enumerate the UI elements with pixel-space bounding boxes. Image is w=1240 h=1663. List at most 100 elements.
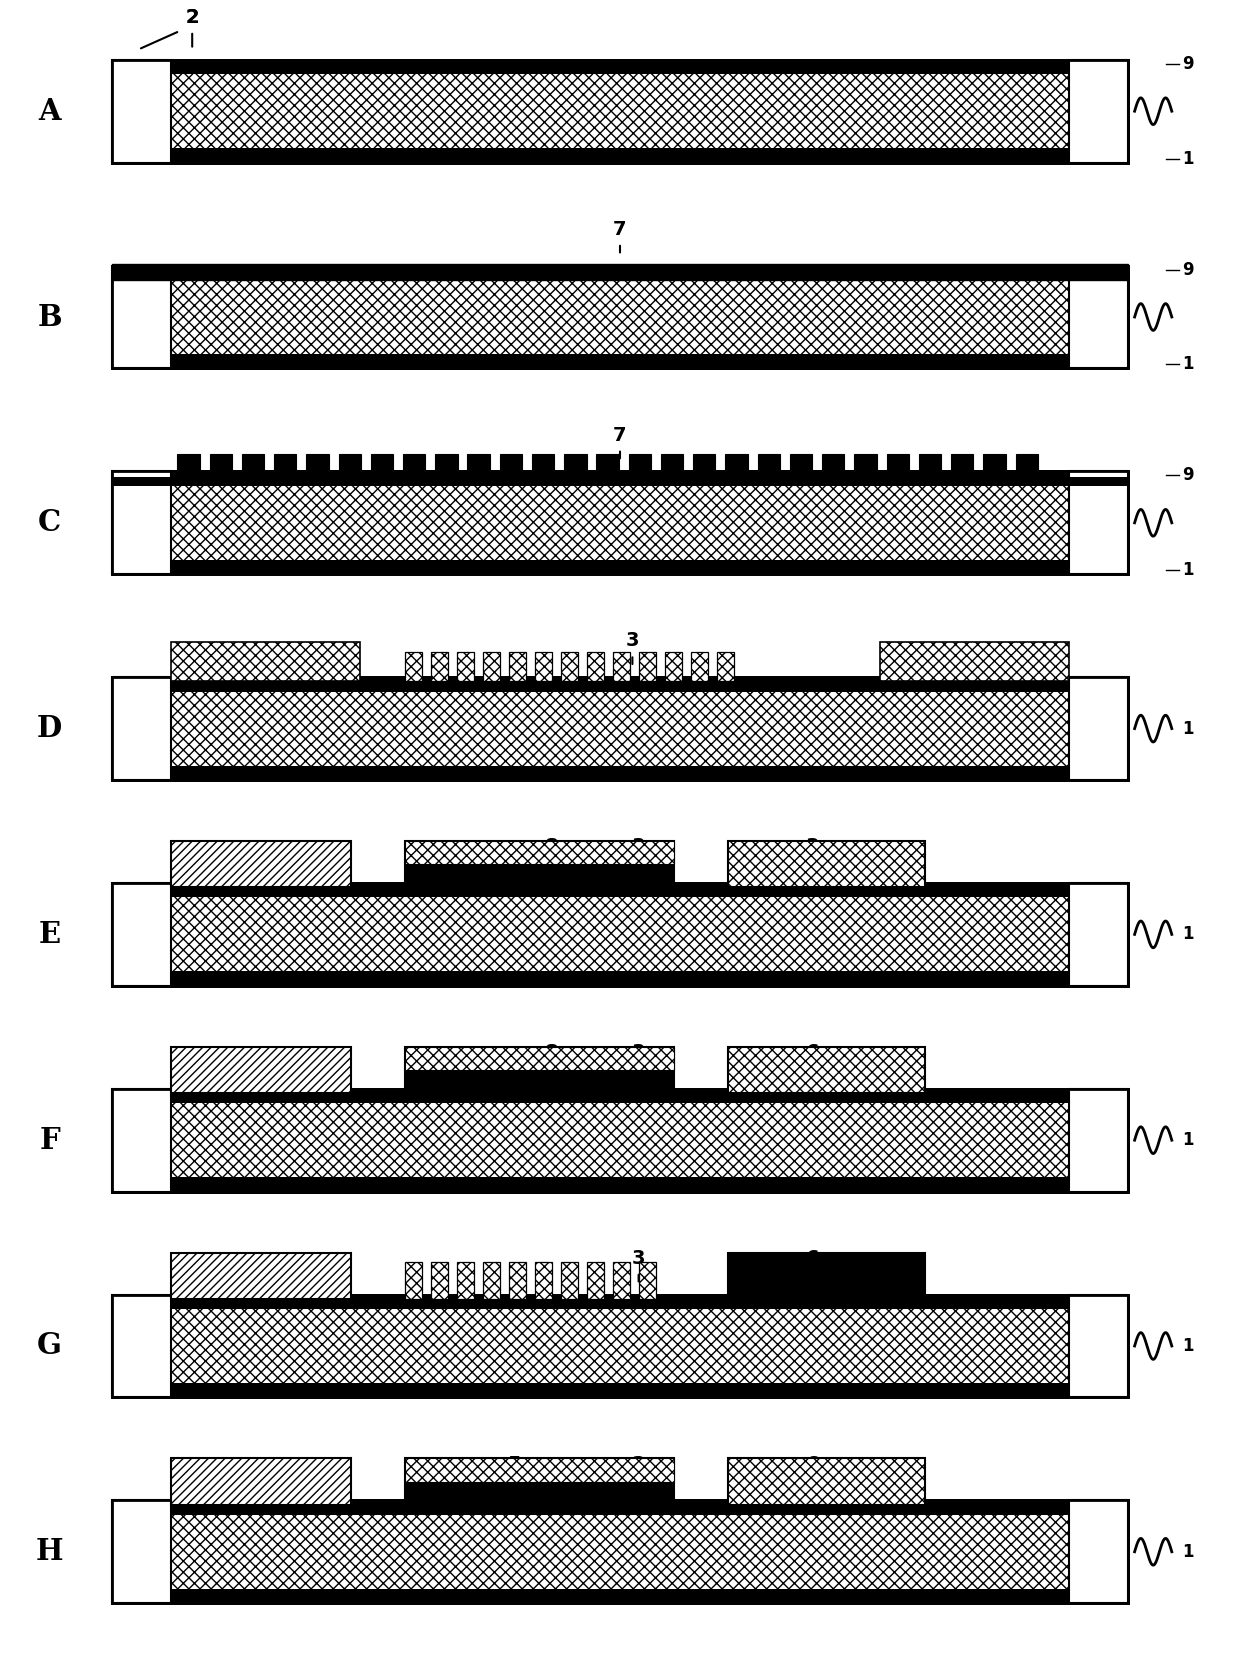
Bar	[596, 454, 619, 477]
Bar	[112, 677, 1128, 692]
Text: 3: 3	[626, 632, 639, 650]
Bar	[112, 883, 171, 986]
Bar	[112, 765, 1128, 780]
Bar	[112, 1384, 1128, 1397]
Bar	[728, 841, 925, 888]
Bar	[112, 1500, 171, 1603]
Bar	[661, 454, 683, 477]
Bar	[112, 883, 1128, 986]
Text: 2: 2	[186, 8, 198, 27]
Text: 3: 3	[632, 1043, 645, 1063]
Text: 5: 5	[508, 1455, 521, 1473]
Bar	[112, 263, 1128, 279]
Bar	[210, 454, 232, 477]
Bar	[665, 652, 682, 682]
Text: 6: 6	[806, 1249, 818, 1267]
Bar	[587, 1262, 604, 1299]
Text: 1: 1	[1182, 1337, 1193, 1355]
Bar	[456, 652, 474, 682]
Text: D: D	[37, 713, 62, 743]
Bar	[403, 454, 425, 477]
Bar	[639, 652, 656, 682]
Text: 1: 1	[1182, 925, 1193, 943]
Bar	[339, 454, 361, 477]
Bar	[171, 642, 360, 682]
Bar	[500, 454, 522, 477]
Text: H: H	[36, 1537, 63, 1567]
Bar	[560, 1262, 578, 1299]
Text: 1: 1	[1182, 720, 1193, 738]
Text: G: G	[37, 1332, 62, 1360]
Text: 8: 8	[546, 836, 558, 856]
Text: 1: 1	[1182, 1543, 1193, 1562]
Bar	[112, 60, 1128, 163]
Bar	[854, 454, 877, 477]
Bar	[951, 454, 973, 477]
Bar	[112, 677, 1128, 780]
Text: E: E	[38, 920, 61, 950]
Bar	[112, 1294, 1128, 1397]
Bar	[790, 454, 812, 477]
Bar	[430, 652, 448, 682]
Bar	[404, 652, 422, 682]
Bar	[430, 1262, 448, 1299]
Bar	[435, 454, 458, 477]
Bar	[171, 1046, 351, 1093]
Bar	[691, 652, 708, 682]
Bar	[1069, 883, 1128, 986]
Bar	[306, 454, 329, 477]
Bar	[534, 1262, 552, 1299]
Bar	[112, 148, 1128, 163]
Bar	[532, 454, 554, 477]
Bar	[728, 1046, 925, 1093]
Bar	[171, 841, 351, 888]
Bar	[758, 454, 780, 477]
Bar	[822, 454, 844, 477]
Bar	[467, 454, 490, 477]
Text: 1: 1	[1182, 356, 1193, 373]
Bar	[1069, 1500, 1128, 1603]
Bar	[639, 1262, 656, 1299]
Bar	[1069, 1294, 1128, 1397]
Bar	[1069, 1089, 1128, 1192]
Bar	[1069, 60, 1128, 163]
Text: 9: 9	[1182, 467, 1193, 484]
Bar	[482, 1262, 500, 1299]
Text: 1: 1	[1182, 150, 1193, 168]
Bar	[983, 454, 1006, 477]
Bar	[404, 1458, 673, 1482]
Bar	[177, 454, 200, 477]
Bar	[112, 677, 171, 780]
Bar	[1016, 454, 1038, 477]
Bar	[112, 677, 1128, 780]
Bar	[112, 883, 1128, 898]
Bar	[112, 471, 171, 574]
Bar	[112, 266, 171, 369]
Bar	[629, 454, 651, 477]
Text: 3: 3	[806, 836, 818, 856]
Bar	[880, 642, 1069, 682]
Bar	[112, 60, 171, 163]
Bar	[508, 1262, 526, 1299]
Bar	[112, 471, 1128, 574]
Bar	[112, 266, 1128, 369]
Text: 9: 9	[1182, 261, 1193, 279]
Bar	[887, 454, 909, 477]
Bar	[112, 883, 1128, 986]
Bar	[371, 454, 393, 477]
Text: 8: 8	[546, 1043, 558, 1063]
Bar	[112, 1500, 1128, 1603]
Bar	[404, 841, 673, 888]
Bar	[112, 266, 1128, 279]
Bar	[112, 354, 1128, 369]
Bar	[717, 652, 734, 682]
Bar	[112, 1089, 1128, 1192]
Bar	[728, 1252, 925, 1299]
Bar	[112, 1177, 1128, 1192]
Text: 6: 6	[806, 1455, 818, 1473]
Bar	[456, 1262, 474, 1299]
Text: 3: 3	[632, 1455, 645, 1473]
Bar	[404, 1046, 673, 1069]
Text: A: A	[38, 96, 61, 126]
Bar	[508, 652, 526, 682]
